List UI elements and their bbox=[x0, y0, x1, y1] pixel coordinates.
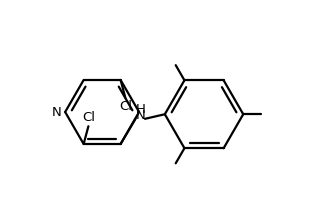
Text: N: N bbox=[51, 106, 61, 118]
Text: Cl: Cl bbox=[82, 111, 95, 124]
Text: N: N bbox=[136, 109, 145, 122]
Text: H: H bbox=[136, 103, 145, 116]
Text: Cl: Cl bbox=[119, 100, 132, 113]
